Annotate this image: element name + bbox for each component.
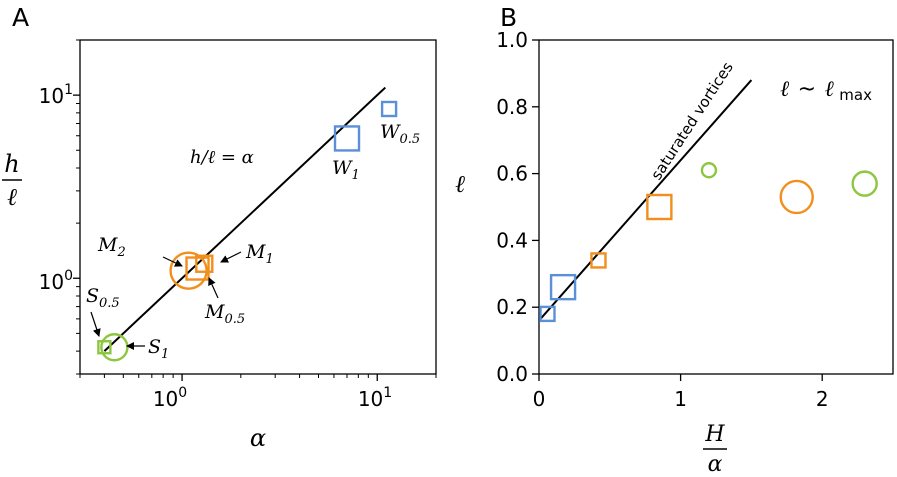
annotation-w05: W0.5: [380, 121, 420, 147]
panel-b-point-square-marker: [549, 273, 577, 301]
panel-a-points: [97, 100, 398, 362]
panel-a-ylabel: h ℓ: [2, 150, 22, 211]
panel-a-ytick-label-1: 100: [39, 268, 73, 294]
panel-b-xlabel-den: α: [708, 452, 723, 477]
panel-b-point-circle-marker: [851, 170, 878, 197]
panel-b-axes-frame: [538, 39, 894, 375]
panel-a-ytick-labels: 101 100: [39, 82, 73, 294]
panel-a-axes-frame: [79, 39, 437, 375]
arrow-m1: [220, 251, 242, 263]
panel-b-ylabel: ℓ: [455, 170, 465, 198]
panel-a-ticks: [73, 39, 437, 381]
panel-b-xtick-label: 2: [816, 387, 829, 411]
panel-b-xlabel-num: H: [704, 422, 725, 447]
arrow-m2: [162, 256, 183, 267]
panel-b-ytick-label: 0.8: [496, 95, 528, 119]
panel-a-point-square-marker: [195, 254, 214, 273]
annotation-m05: M0.5: [204, 301, 245, 327]
panel-a-ylabel-den: ℓ: [7, 183, 17, 211]
panel-b-ytick-label: 0.4: [496, 228, 528, 252]
panel-a-xtick-label-1: 100: [153, 385, 187, 411]
panel-a-point-square-marker: [333, 125, 361, 152]
panel-a-ylabel-num: h: [4, 150, 19, 178]
arrow-s05: [90, 311, 101, 337]
panel-a-ytick-label-10: 101: [39, 82, 73, 108]
panel-a-point-square-marker: [380, 100, 398, 118]
panel-b-point-square-marker: [646, 193, 673, 221]
panel-b-xtick-label: 1: [674, 387, 687, 411]
panel-b-point-square-marker: [590, 252, 607, 269]
panel-b-label: B: [500, 3, 517, 32]
arrow-m05: [208, 277, 219, 299]
panel-a-point-square-marker: [97, 340, 112, 355]
panel-a-annotations: W1 W0.5 M2 M1 M0.5 S0.5 S1: [86, 121, 420, 362]
panel-b-line-label: saturated vortices: [647, 59, 737, 184]
panel-b: B 0 1 2 0.0 0.2 0.4 0.6 0.8 1.0 ℓ H α saturated …: [455, 3, 894, 477]
annotation-m1: M1: [245, 241, 274, 267]
panel-a-xtick-labels: 100 101: [153, 385, 392, 411]
annotation-m2: M2: [97, 234, 126, 260]
panel-a-fit-line: [103, 86, 387, 352]
panel-b-saturated-line: [538, 79, 753, 322]
panel-b-ytick-label: 0.6: [496, 162, 528, 186]
panel-b-point-circle-marker: [700, 162, 718, 179]
panel-a-point-square-marker: [185, 256, 210, 281]
annotation-s1: S1: [148, 336, 169, 362]
panel-b-ticks: 0 1 2 0.0 0.2 0.4 0.6 0.8 1.0: [496, 28, 828, 411]
panel-a-line-label: h/ℓ = α: [190, 147, 254, 168]
panel-b-ytick-label: 1.0: [496, 28, 528, 52]
panel-b-points: [539, 162, 878, 323]
panel-a-xtick-label-10: 101: [358, 385, 392, 411]
panel-b-ytick-label: 0.0: [496, 362, 528, 386]
panel-a-point-circle-marker: [100, 333, 129, 362]
panel-a-point-circle-marker: [169, 251, 208, 290]
panel-a-xlabel: α: [250, 424, 266, 452]
panel-b-xtick-label: 0: [533, 387, 546, 411]
panel-a: A 100 101 101 100 α h ℓ h/ℓ = α W1 W0.5 …: [2, 3, 437, 452]
panel-b-point-circle-marker: [779, 179, 814, 215]
panel-a-label: A: [12, 3, 29, 32]
annotation-w1: W1: [332, 157, 360, 183]
panel-b-point-square-marker: [539, 305, 556, 323]
annotation-s05: S0.5: [86, 285, 120, 311]
panel-b-ytick-label: 0.2: [496, 295, 528, 319]
panel-b-xlabel: H α: [703, 422, 727, 477]
panel-b-annotation: ℓ ~ ℓ max: [780, 76, 872, 104]
